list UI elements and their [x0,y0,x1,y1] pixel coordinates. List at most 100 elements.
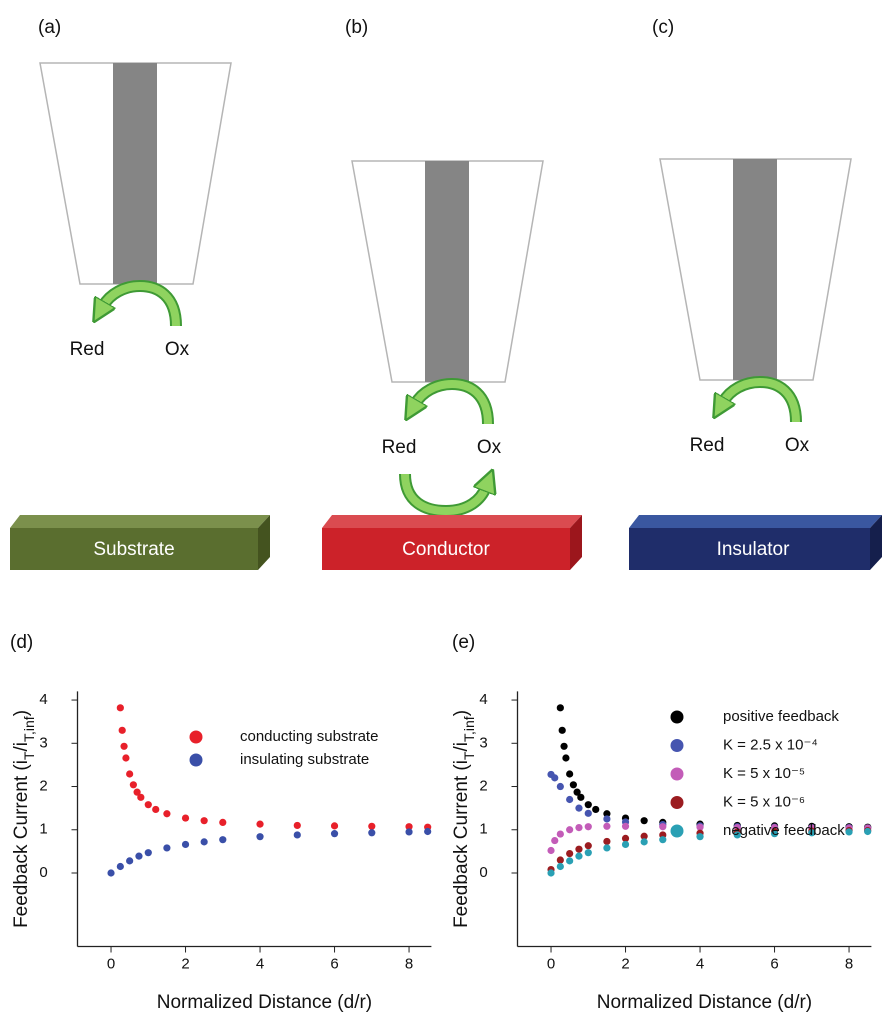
data-point [547,869,554,876]
x-tick-label: 0 [107,955,115,972]
figure: (a) Red Ox Substrate (b) Red Ox Conducto… [0,0,883,1016]
data-point [566,796,573,803]
data-point [294,822,301,829]
data-point [557,704,564,711]
data-point [603,838,610,845]
substrate-label: Conductor [402,539,490,560]
legend-marker [671,739,684,752]
y-axis-label: Feedback Current (iT/iT,inf) [11,710,37,928]
y-tick-label: 0 [479,864,487,881]
ox-label: Ox [785,435,810,456]
data-point [641,838,648,845]
data-point [566,850,573,857]
data-point [107,869,114,876]
data-point [557,863,564,870]
data-point [256,833,263,840]
y-tick-label: 4 [479,691,487,708]
data-point [557,830,564,837]
panel-a: (a) Red Ox Substrate [10,17,270,570]
y-tick-label: 1 [479,821,487,838]
data-point [659,836,666,843]
tip: Red Ox [660,159,851,456]
data-point [119,727,126,734]
legend-marker [671,768,684,781]
ox-label: Ox [165,339,190,360]
x-tick-label: 8 [845,955,853,972]
y-axis-label-part: Feedback Current (i [11,760,32,928]
data-point [368,829,375,836]
x-tick-label: 6 [770,955,778,972]
panel-label: (d) [10,632,33,653]
data-point [603,815,610,822]
data-point [551,837,558,844]
data-point [126,770,133,777]
data-point [163,810,170,817]
data-point [559,727,566,734]
electrode [733,159,777,380]
data-point [122,754,129,761]
y-axis-label-part: Feedback Current (i [451,760,472,928]
x-tick-label: 6 [330,955,338,972]
legend-label: insulating substrate [240,751,369,768]
electrode [425,161,469,382]
data-point [577,794,584,801]
data-point [117,704,124,711]
ox-label: Ox [477,437,502,458]
panel-label: (c) [652,17,674,38]
data-point [201,817,208,824]
data-point [575,824,582,831]
panel-label: (e) [452,632,475,653]
data-point [659,823,666,830]
data-point [557,856,564,863]
y-axis-label-part: ) [11,710,32,716]
data-point [130,781,137,788]
y-axis-label-part: /i [451,742,472,752]
data-point [641,817,648,824]
panel-label: (a) [38,17,61,38]
y-tick-label: 3 [479,734,487,751]
substrate-top [10,515,270,528]
legend-marker [671,796,684,809]
data-point [560,743,567,750]
legend-marker [671,825,684,838]
data-point [182,841,189,848]
data-point [575,853,582,860]
data-point [145,849,152,856]
data-point [331,822,338,829]
substrate-label: Substrate [93,539,174,560]
data-point [117,863,124,870]
y-axis-label-part: ) [451,710,472,716]
substrate-top [322,515,582,528]
x-tick-label: 2 [621,955,629,972]
panel-c: (c) Red Ox Insulator [629,17,882,570]
red-label: Red [382,437,417,458]
y-tick-label: 0 [39,864,47,881]
red-label: Red [70,339,105,360]
data-point [585,823,592,830]
data-point [566,770,573,777]
data-point [622,841,629,848]
legend-label: K = 2.5 x 10⁻⁴ [723,736,818,753]
red-label: Red [690,435,725,456]
y-axis-label: Feedback Current (iT/iT,inf) [451,710,477,928]
legend-marker [190,731,203,744]
panel-b: (b) Red Ox Conductor [322,17,582,570]
legend-label: K = 5 x 10⁻⁵ [723,765,805,782]
x-axis-label: Normalized Distance (d/r) [597,992,812,1013]
data-point [405,828,412,835]
data-point [562,754,569,761]
data-point [603,823,610,830]
y-tick-label: 4 [39,691,47,708]
legend-label: negative feedback [723,822,845,839]
data-point [557,783,564,790]
legend-marker [190,754,203,767]
data-point [219,836,226,843]
panel-label: (b) [345,17,368,38]
legend-label: positive feedback [723,708,839,725]
data-point [696,833,703,840]
data-point [575,846,582,853]
y-axis-label-part: T,inf [461,716,477,742]
data-point [294,831,301,838]
y-tick-label: 2 [39,777,47,794]
data-point [152,806,159,813]
